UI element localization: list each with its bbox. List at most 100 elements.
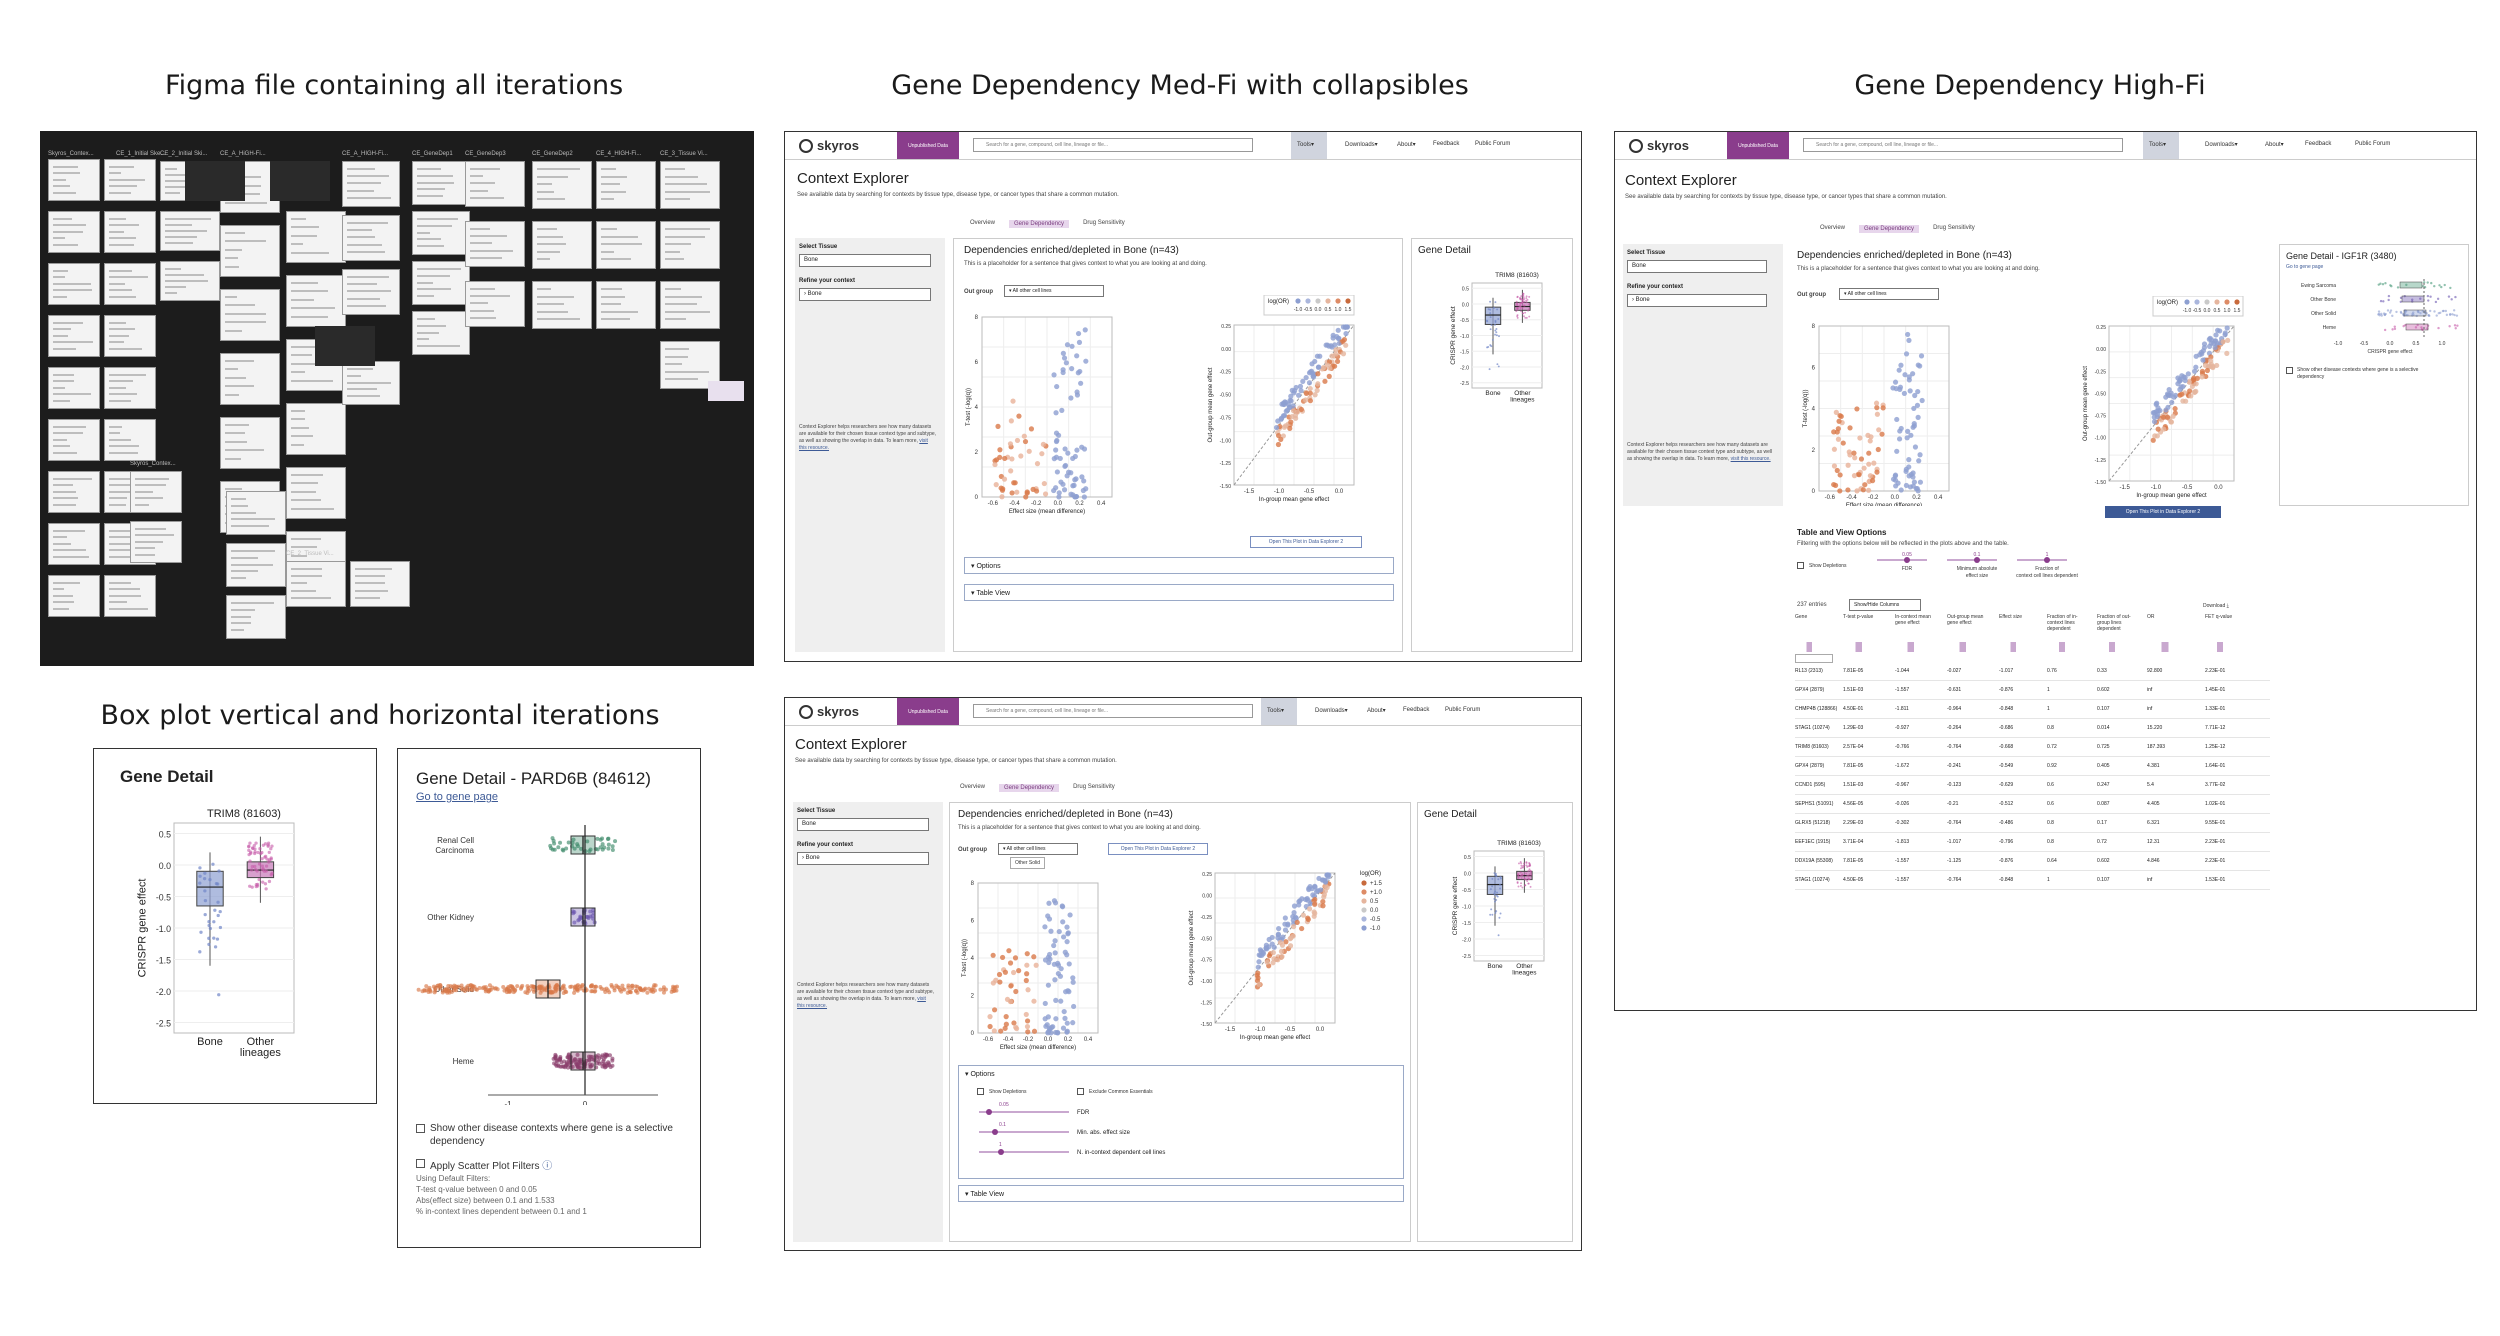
figma-frame[interactable] [596,161,656,209]
download-button[interactable]: Download ⤓ [2203,603,2229,609]
table-header[interactable]: OR [2147,614,2155,620]
figma-frame[interactable] [48,315,100,357]
open-data-explorer-button[interactable]: Open This Plot in Data Explorer 2 [1108,843,1208,855]
figma-frame[interactable] [104,367,156,409]
figma-frame[interactable] [104,315,156,357]
gene-filter-input[interactable] [1795,654,1833,663]
figma-frame[interactable] [48,471,100,513]
figma-frame[interactable] [342,215,400,261]
figma-frame[interactable] [660,221,720,269]
goto-gene-link[interactable]: Go to gene page [416,791,498,803]
table-cell-gene[interactable]: CCND1 (595) [1795,782,1826,788]
figma-frame[interactable] [465,161,525,207]
nav-feedback[interactable]: Feedback [1403,707,1430,713]
nav-public-forum[interactable]: Public Forum [2355,141,2391,147]
figma-frame[interactable] [160,261,220,301]
figma-frame[interactable] [104,575,156,617]
figma-frame[interactable] [226,595,286,639]
figma-frame[interactable] [48,419,100,461]
goto-gene-link[interactable]: Go to gene page [2286,264,2324,270]
tab-overview[interactable]: Overview [960,784,986,790]
skyros-logo[interactable]: skyros [799,138,859,153]
figma-frame[interactable] [596,281,656,329]
figma-frame[interactable] [660,281,720,329]
show-depletions-checkbox[interactable] [1797,562,1804,569]
nav-about[interactable]: About▾ [1367,708,1386,714]
table-header[interactable]: Fraction of out-group lines dependent [2097,614,2131,632]
nav-public-forum[interactable]: Public Forum [1475,141,1511,147]
figma-frame[interactable] [48,523,100,565]
figma-frame[interactable] [465,281,525,327]
figma-frame[interactable] [160,211,220,251]
figma-frame[interactable] [412,161,470,205]
exclude-common-checkbox[interactable] [1077,1088,1084,1095]
show-hide-columns-select[interactable]: Show/Hide Columns [1849,599,1921,611]
figma-frame[interactable] [104,211,156,253]
figma-frame[interactable] [48,159,100,201]
figma-frame[interactable] [286,467,346,519]
figma-frame[interactable] [220,289,280,341]
nav-feedback[interactable]: Feedback [1433,141,1460,147]
figma-frame[interactable] [342,161,400,207]
nav-public-forum[interactable]: Public Forum [1445,707,1481,713]
resource-link[interactable]: visit this resource. [799,438,928,451]
figma-frame[interactable] [104,419,156,461]
table-header[interactable]: FET q-value [2205,614,2233,620]
skyros-logo[interactable]: skyros [1629,138,1689,153]
open-data-explorer-button[interactable]: Open This Plot in Data Explorer 2 [2105,506,2221,518]
table-cell-gene[interactable]: RL13 (2313) [1795,668,1823,674]
figma-frame[interactable] [350,561,410,607]
figma-frame[interactable] [130,471,182,513]
figma-frame[interactable] [130,521,182,563]
figma-frame[interactable] [104,263,156,305]
figma-frame[interactable] [465,221,525,267]
search-input[interactable]: Search for a gene, compound, cell line, … [973,704,1253,718]
table-cell-gene[interactable]: CHMP4B (128866) [1795,706,1838,712]
figma-frame[interactable] [226,491,286,535]
nav-tools[interactable]: Tools▾ [1267,708,1285,714]
tab-overview[interactable]: Overview [1820,225,1846,231]
show-other-contexts-checkbox[interactable] [2286,367,2293,374]
figma-frame[interactable] [286,211,346,263]
skyros-logo[interactable]: skyros [799,704,859,719]
tab-gene-dependency[interactable]: Gene Dependency [1009,220,1070,228]
tab-gene-dependency[interactable]: Gene Dependency [1859,225,1920,233]
figma-frame[interactable] [286,275,346,327]
nav-tools[interactable]: Tools▾ [1297,142,1315,148]
outgroup-select[interactable]: ▾ All other cell lines [1004,285,1104,297]
figma-frame[interactable] [342,361,400,405]
table-cell-gene[interactable]: GLRX5 (51218) [1795,820,1831,826]
options-sliders[interactable]: 0.05 FDR 0.1 Min. abs. effect size 1 N. in-co… [959,1100,1405,1176]
figma-frame[interactable] [412,211,470,255]
table-cell-gene[interactable]: GPX4 (2879) [1795,687,1825,693]
table-header[interactable]: Out-group mean gene effect [1947,614,1984,626]
tissue-select[interactable]: Bone [797,818,929,831]
tab-drug-sensitivity[interactable]: Drug Sensitivity [1933,225,1975,231]
table-cell-gene[interactable]: TRIM8 (81603) [1795,744,1829,750]
figma-frame[interactable] [342,269,400,315]
figma-frame[interactable] [660,161,720,209]
table-cell-gene[interactable]: GPX4 (2879) [1795,763,1825,769]
options-collapsible[interactable]: ▾ Options [964,557,1394,574]
nav-about[interactable]: About▾ [2265,142,2284,148]
table-view-collapsible[interactable]: ▾ Table View [958,1185,1404,1202]
nav-downloads[interactable]: Downloads▾ [1345,142,1378,148]
figma-frame[interactable] [412,261,470,305]
figma-frame[interactable] [220,353,280,405]
table-header[interactable]: Gene [1795,614,1808,620]
search-input[interactable]: Search for a gene, compound, cell line, … [1803,138,2123,152]
nav-downloads[interactable]: Downloads▾ [2205,142,2238,148]
table-cell-gene[interactable]: STAG1 (10274) [1795,725,1830,731]
figma-frame[interactable] [48,575,100,617]
figma-frame[interactable] [532,221,592,269]
table-cell-gene[interactable]: DDX19A (55308) [1795,858,1833,864]
table-cell-gene[interactable]: SEPHS1 (51091) [1795,801,1834,807]
figma-frame[interactable] [596,221,656,269]
resource-link[interactable]: visit this resource. [1730,456,1771,462]
figma-frame[interactable] [48,263,100,305]
tab-overview[interactable]: Overview [970,220,996,226]
tab-drug-sensitivity[interactable]: Drug Sensitivity [1073,784,1115,790]
outgroup-option-other-solid[interactable]: Other Solid [1010,857,1046,869]
tab-gene-dependency[interactable]: Gene Dependency [999,784,1060,792]
search-input[interactable]: Search for a gene, compound, cell line, … [973,138,1253,152]
